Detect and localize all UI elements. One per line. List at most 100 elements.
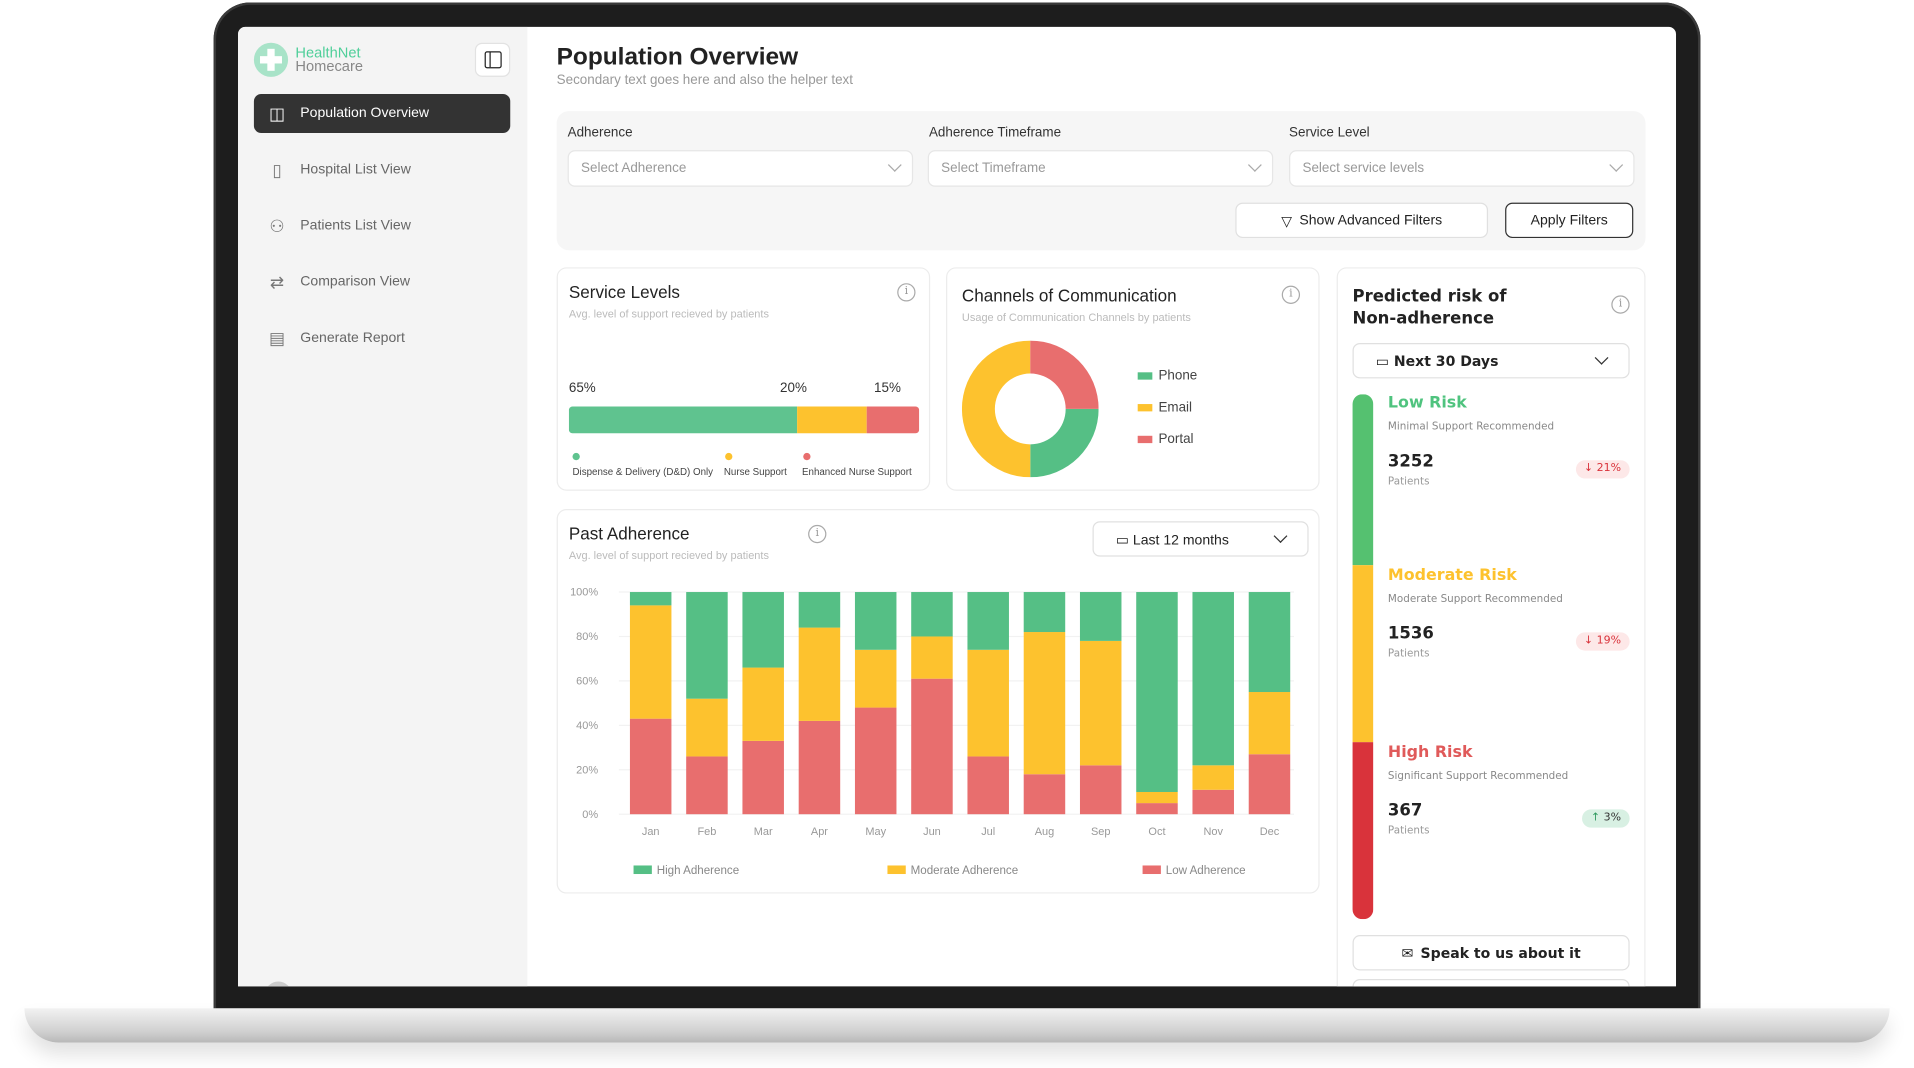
mail-icon: ✉: [1401, 944, 1414, 962]
bar-low-adherence-may: [854, 707, 897, 815]
adherence-placeholder: Select Adherence: [581, 161, 687, 176]
bar-high-adherence-dec: [1248, 592, 1291, 693]
speak-to-us-button[interactable]: ✉ Speak to us about it: [1352, 935, 1630, 971]
laptop-base: [24, 1008, 1890, 1043]
show-advanced-filters-button[interactable]: ▽ Show Advanced Filters: [1235, 202, 1489, 239]
risk-change-value: 3%: [1603, 811, 1622, 824]
info-icon[interactable]: i: [1611, 295, 1630, 314]
chevron-down-icon: [1609, 158, 1624, 172]
nurse-percent: 20%: [780, 380, 807, 396]
y-tick-label: 100%: [570, 587, 598, 599]
sidebar-item-label: Comparison View: [300, 274, 411, 290]
adherence-select[interactable]: Select Adherence: [567, 150, 914, 187]
service-segment-2: [866, 406, 920, 434]
arrow-up-icon: ↑: [1590, 811, 1601, 824]
bar-low-adherence-jan: [629, 718, 672, 815]
y-tick-label: 80%: [576, 631, 598, 643]
risk-count: 367: [1387, 800, 1423, 821]
x-tick-label: Jul: [981, 826, 995, 838]
sidebar-item-label: Population Overview: [300, 106, 430, 121]
sidebar-item-patients-list[interactable]: ⚇ Patients List View: [254, 206, 510, 245]
service-levels-subtitle: Avg. level of support recieved by patien…: [568, 307, 769, 320]
sidebar-panel-icon: [484, 51, 502, 69]
bar-moderate-adherence-aug: [1023, 632, 1066, 775]
bar-moderate-adherence-mar: [742, 667, 784, 741]
legend-nurse: Nurse Support: [723, 466, 787, 478]
collapse-sidebar-button[interactable]: [474, 42, 511, 77]
y-tick-label: 0%: [582, 809, 598, 821]
risk-card: Predicted risk of Non-adherence i ▭ Next …: [1336, 267, 1646, 987]
channels-card: Channels of Communication Usage of Commu…: [946, 267, 1320, 491]
legend-enhanced: Enhanced Nurse Support: [801, 466, 912, 478]
y-tick-label: 40%: [576, 720, 598, 732]
risk-name: High Risk: [1387, 743, 1473, 762]
bar-high-adherence-nov: [1192, 592, 1234, 766]
bar-high-adherence-jul: [967, 592, 1009, 650]
bar-low-adherence-feb: [686, 756, 728, 815]
bar-moderate-adherence-jan: [629, 605, 672, 719]
past-period-dropdown[interactable]: ▭ Last 12 months: [1092, 521, 1309, 557]
x-tick-label: Mar: [754, 826, 773, 838]
document-icon: ▤: [269, 327, 286, 348]
past-adherence-chart: 0% 20% 40% 60% 80% 100% Jan Feb Mar Apr May Jun Jul A…: [570, 587, 1294, 877]
past-adherence-subtitle: Avg. level of support recieved by patien…: [568, 549, 769, 562]
bar-low-adherence-nov: [1192, 789, 1234, 815]
risk-desc: Moderate Support Recommended: [1387, 593, 1563, 606]
bar-low-adherence-mar: [742, 740, 784, 815]
legend-label: High Adherence: [657, 865, 739, 877]
risk-change-badge: ↓ 21%: [1575, 460, 1630, 479]
brand-line2: Homecare: [295, 57, 363, 75]
channels-subtitle: Usage of Communication Channels by patie…: [961, 311, 1191, 324]
info-icon[interactable]: i: [1281, 285, 1301, 304]
past-adherence-title: Past Adherence: [568, 523, 690, 544]
service-segment-0: [568, 406, 797, 434]
page-title: Population Overview: [556, 43, 799, 71]
legend-label: Low Adherence: [1166, 865, 1246, 877]
risk-bar-low: [1352, 394, 1374, 566]
risk-count: 3252: [1387, 451, 1434, 472]
apply-filters-button[interactable]: Apply Filters: [1505, 202, 1634, 239]
x-tick-label: Nov: [1203, 826, 1223, 838]
risk-level-bar: [1352, 394, 1374, 920]
filter-icon: ▽: [1281, 214, 1293, 229]
risk-period-dropdown[interactable]: ▭ Next 30 Days: [1352, 343, 1630, 379]
x-tick-label: Oct: [1148, 826, 1165, 838]
patients-label: Patients: [1387, 476, 1430, 489]
calendar-icon: ▭: [1375, 352, 1394, 370]
avatar[interactable]: [264, 981, 292, 987]
legend-phone: Phone: [1137, 369, 1197, 383]
timeframe-select[interactable]: Select Timeframe: [927, 150, 1274, 187]
bar-moderate-adherence-oct: [1136, 791, 1178, 804]
sidebar-item-population-overview[interactable]: ◫ Population Overview: [253, 93, 511, 134]
chevron-down-icon: [1247, 158, 1262, 172]
bar-low-adherence-jul: [967, 756, 1009, 815]
sidebar-item-comparison-view[interactable]: ⇄ Comparison View: [254, 262, 510, 301]
bar-high-adherence-oct: [1136, 592, 1178, 792]
chevron-down-icon: [1594, 350, 1609, 365]
past-period-label: Last 12 months: [1132, 532, 1229, 548]
bar-moderate-adherence-may: [854, 649, 897, 708]
brand-logo[interactable]: HealthNet Homecare: [253, 42, 363, 77]
bar-high-adherence-mar: [742, 592, 784, 668]
risk-bar-high: [1352, 742, 1374, 920]
bar-high-adherence-aug: [1023, 592, 1066, 633]
legend-label: Email: [1158, 400, 1193, 416]
risk-name: Low Risk: [1387, 394, 1467, 413]
timeframe-label: Adherence Timeframe: [928, 125, 1062, 141]
secondary-action-button[interactable]: [1352, 979, 1630, 987]
grid-icon: ◫: [269, 103, 286, 123]
bar-high-adherence-jun: [911, 592, 953, 637]
info-icon[interactable]: i: [897, 283, 916, 302]
x-tick-label: Dec: [1260, 826, 1280, 838]
service-level-select[interactable]: Select service levels: [1289, 150, 1635, 187]
x-tick-label: Sep: [1091, 826, 1111, 838]
sidebar-item-hospital-list[interactable]: ▯ Hospital List View: [254, 150, 510, 189]
sidebar-item-generate-report[interactable]: ▤ Generate Report: [254, 319, 510, 358]
chevron-down-icon: [887, 158, 902, 172]
bar-low-adherence-apr: [798, 720, 841, 815]
adherence-label: Adherence: [567, 125, 633, 141]
x-tick-label: Aug: [1035, 826, 1055, 838]
bar-moderate-adherence-jun: [911, 636, 953, 679]
risk-title-line2: Non-adherence: [1352, 308, 1495, 329]
info-icon[interactable]: i: [808, 524, 827, 544]
